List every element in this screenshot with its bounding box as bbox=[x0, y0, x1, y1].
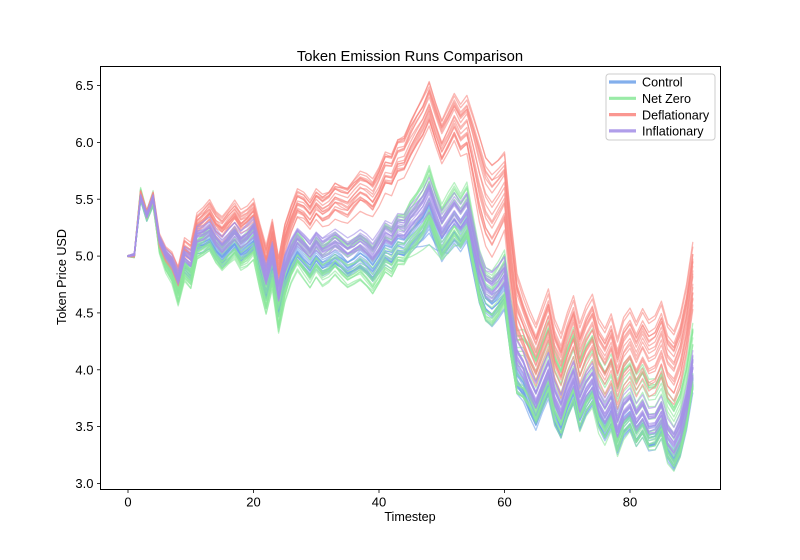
svg-text:40: 40 bbox=[372, 495, 386, 510]
svg-text:60: 60 bbox=[497, 495, 511, 510]
svg-text:6.5: 6.5 bbox=[75, 78, 93, 93]
svg-text:6.0: 6.0 bbox=[75, 135, 93, 150]
svg-text:3.5: 3.5 bbox=[75, 419, 93, 434]
svg-text:Timestep: Timestep bbox=[384, 510, 435, 524]
svg-text:80: 80 bbox=[623, 495, 637, 510]
svg-text:Net Zero: Net Zero bbox=[642, 92, 691, 106]
svg-text:Token Price USD: Token Price USD bbox=[55, 229, 69, 325]
svg-text:Deflationary: Deflationary bbox=[642, 108, 710, 122]
svg-text:5.0: 5.0 bbox=[75, 249, 93, 264]
svg-text:Token Emission Runs Comparison: Token Emission Runs Comparison bbox=[297, 49, 523, 65]
svg-text:20: 20 bbox=[246, 495, 260, 510]
svg-text:0: 0 bbox=[124, 495, 131, 510]
svg-text:Inflationary: Inflationary bbox=[642, 125, 704, 139]
svg-text:4.5: 4.5 bbox=[75, 306, 93, 321]
svg-text:5.5: 5.5 bbox=[75, 192, 93, 207]
svg-text:4.0: 4.0 bbox=[75, 362, 93, 377]
svg-text:3.0: 3.0 bbox=[75, 476, 93, 491]
svg-text:Control: Control bbox=[642, 76, 683, 90]
